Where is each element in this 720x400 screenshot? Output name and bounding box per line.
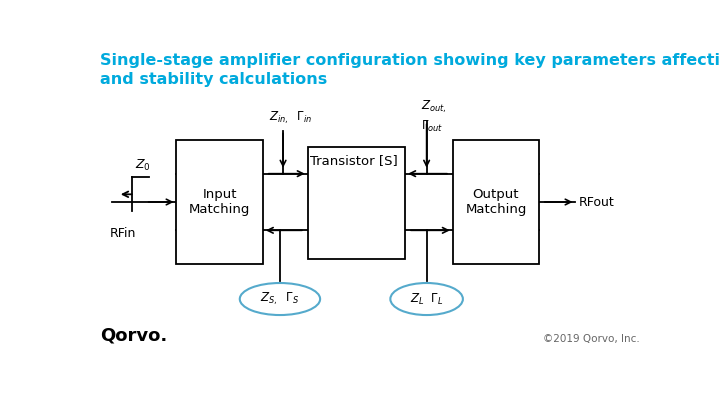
Text: $Z_0$: $Z_0$	[135, 158, 150, 173]
Text: Single-stage amplifier configuration showing key parameters affecting gain
and s: Single-stage amplifier configuration sho…	[100, 53, 720, 88]
Text: $\Gamma_{out}$: $\Gamma_{out}$	[421, 118, 444, 134]
Text: RFout: RFout	[578, 196, 614, 208]
Bar	[453, 140, 539, 264]
Text: RFin: RFin	[109, 227, 136, 240]
Ellipse shape	[240, 283, 320, 315]
Ellipse shape	[390, 283, 463, 315]
Bar	[307, 146, 405, 259]
Text: Output
Matching: Output Matching	[465, 188, 526, 216]
Text: $Z_{S,}$  $\Gamma_S$: $Z_{S,}$ $\Gamma_S$	[261, 291, 300, 307]
Text: ©2019 Qorvo, Inc.: ©2019 Qorvo, Inc.	[543, 334, 639, 344]
Text: $Z_{out,}$: $Z_{out,}$	[421, 99, 446, 115]
Text: Qorvo.: Qorvo.	[100, 326, 167, 344]
Text: Input
Matching: Input Matching	[189, 188, 251, 216]
Bar	[176, 140, 263, 264]
Text: Transistor [S]: Transistor [S]	[310, 154, 397, 167]
Text: $Z_{in,}$  $\Gamma_{in}$: $Z_{in,}$ $\Gamma_{in}$	[269, 110, 312, 126]
Text: $Z_{L}$  $\Gamma_L$: $Z_{L}$ $\Gamma_L$	[410, 292, 444, 306]
